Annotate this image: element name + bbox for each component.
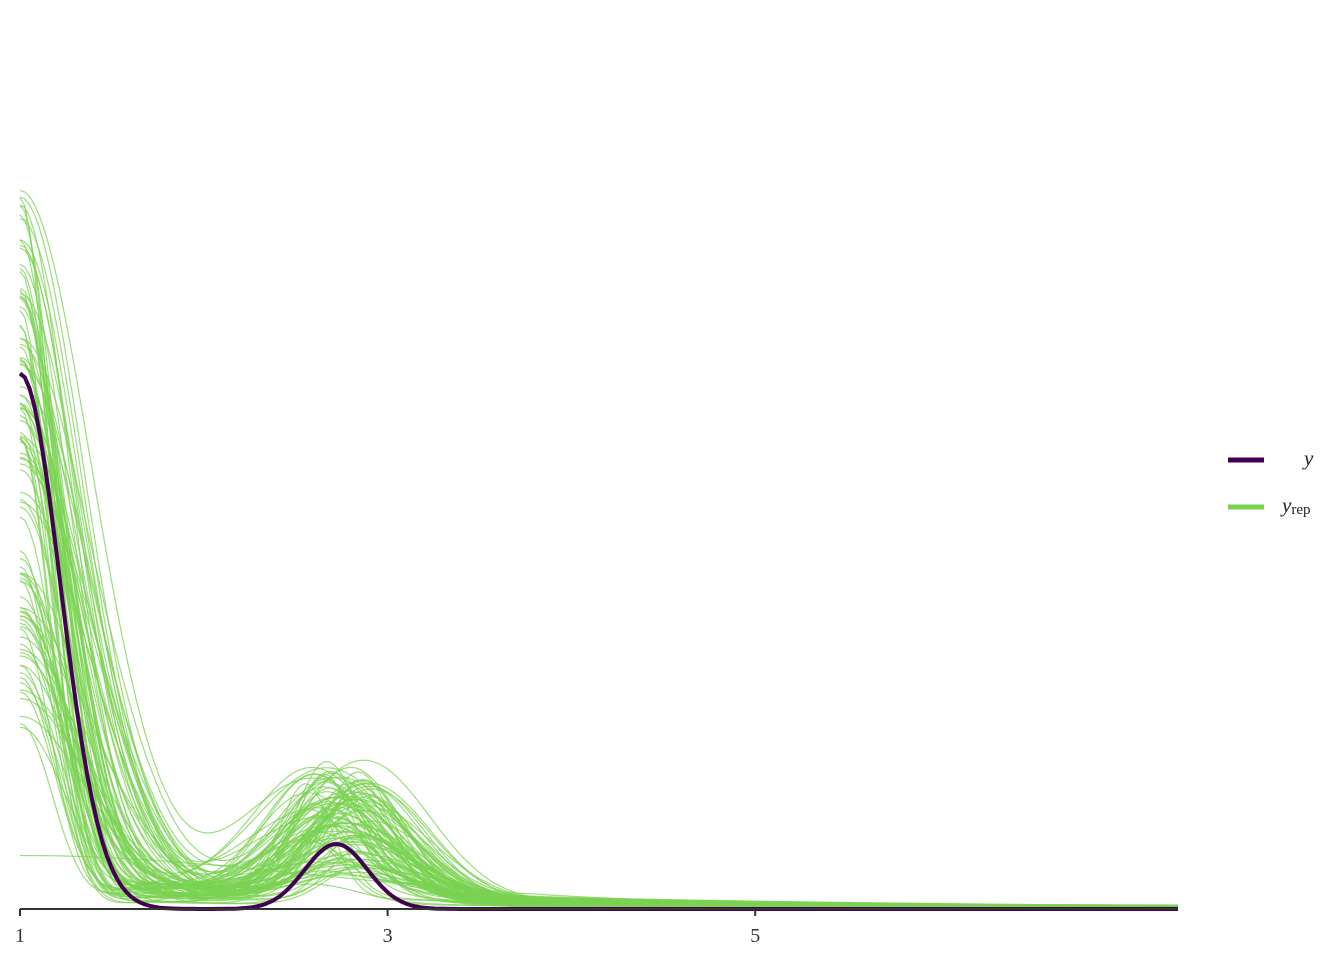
yrep-line bbox=[19, 385, 1178, 910]
yrep-line bbox=[19, 463, 1178, 907]
yrep-line bbox=[19, 343, 1178, 910]
yrep-line bbox=[19, 218, 1178, 909]
yrep-line bbox=[19, 197, 1178, 908]
x-tick-label: 1 bbox=[15, 925, 25, 947]
yrep-line bbox=[19, 618, 1178, 909]
yrep-line bbox=[19, 360, 1178, 909]
yrep-line bbox=[20, 854, 1178, 906]
yrep-line bbox=[19, 247, 1178, 909]
yrep-line bbox=[19, 672, 1178, 907]
yrep-series bbox=[19, 189, 1179, 910]
yrep-line bbox=[19, 606, 1178, 908]
yrep-line bbox=[19, 363, 1178, 909]
yrep-line bbox=[19, 372, 1179, 908]
yrep-line bbox=[19, 419, 1179, 909]
yrep-line bbox=[19, 297, 1178, 910]
yrep-line bbox=[19, 435, 1178, 909]
yrep-line bbox=[19, 394, 1178, 909]
yrep-line bbox=[19, 596, 1178, 909]
yrep-line bbox=[19, 407, 1179, 909]
yrep-line bbox=[19, 325, 1178, 910]
yrep-line bbox=[19, 697, 1178, 910]
yrep-line bbox=[19, 337, 1178, 909]
yrep-line bbox=[19, 290, 1178, 908]
yrep-line bbox=[19, 296, 1178, 908]
yrep-line bbox=[19, 438, 1178, 910]
yrep-line bbox=[19, 436, 1178, 907]
yrep-line bbox=[19, 573, 1179, 909]
yrep-line bbox=[19, 239, 1178, 909]
yrep-line bbox=[19, 437, 1178, 908]
yrep-line bbox=[19, 239, 1178, 909]
legend-label-y: y bbox=[1302, 446, 1314, 470]
yrep-line bbox=[19, 362, 1178, 910]
yrep-line bbox=[19, 204, 1178, 910]
yrep-line bbox=[19, 404, 1178, 910]
yrep-line bbox=[19, 469, 1178, 910]
yrep-line bbox=[19, 309, 1178, 910]
legend-label-yrep: yrep bbox=[1280, 493, 1310, 518]
yrep-line bbox=[19, 295, 1179, 909]
yrep-line bbox=[19, 408, 1178, 909]
legend: y yrep bbox=[1228, 446, 1314, 518]
yrep-line bbox=[19, 431, 1179, 907]
x-tick-label: 5 bbox=[750, 925, 760, 947]
yrep-line bbox=[19, 394, 1178, 909]
yrep-line bbox=[19, 306, 1179, 908]
yrep-line bbox=[19, 189, 1178, 910]
yrep-line bbox=[19, 452, 1178, 910]
yrep-line bbox=[19, 406, 1178, 909]
yrep-line bbox=[19, 437, 1178, 910]
yrep-line bbox=[19, 214, 1178, 910]
yrep-line bbox=[19, 267, 1178, 909]
yrep-line bbox=[19, 550, 1178, 907]
yrep-line bbox=[19, 324, 1178, 909]
yrep-line bbox=[19, 615, 1178, 909]
yrep-line bbox=[19, 506, 1179, 909]
yrep-line bbox=[19, 655, 1178, 909]
yrep-line bbox=[19, 358, 1178, 909]
yrep-line bbox=[19, 572, 1178, 908]
x-tick-label: 3 bbox=[383, 925, 393, 947]
yrep-line bbox=[19, 271, 1178, 909]
yrep-line bbox=[19, 516, 1178, 909]
yrep-line bbox=[19, 577, 1178, 910]
yrep-line bbox=[19, 457, 1178, 909]
yrep-line bbox=[19, 337, 1179, 908]
yrep-line bbox=[19, 403, 1178, 907]
yrep-line bbox=[19, 491, 1178, 909]
yrep-line bbox=[19, 565, 1178, 909]
yrep-line bbox=[19, 414, 1178, 910]
yrep-line bbox=[19, 579, 1178, 910]
yrep-line bbox=[19, 456, 1178, 909]
yrep-line bbox=[19, 402, 1178, 910]
yrep-line bbox=[19, 287, 1178, 910]
x-axis-ticks: 1 3 5 bbox=[15, 909, 760, 947]
yrep-line bbox=[19, 263, 1178, 909]
yrep-line bbox=[19, 345, 1178, 909]
yrep-line bbox=[19, 204, 1178, 908]
yrep-line bbox=[19, 441, 1178, 908]
yrep-line bbox=[19, 636, 1178, 907]
yrep-line bbox=[19, 358, 1178, 909]
yrep-line bbox=[19, 293, 1178, 910]
yrep-line bbox=[19, 356, 1178, 909]
yrep-line bbox=[19, 196, 1178, 909]
yrep-line bbox=[19, 244, 1178, 909]
yrep-line bbox=[19, 580, 1178, 909]
